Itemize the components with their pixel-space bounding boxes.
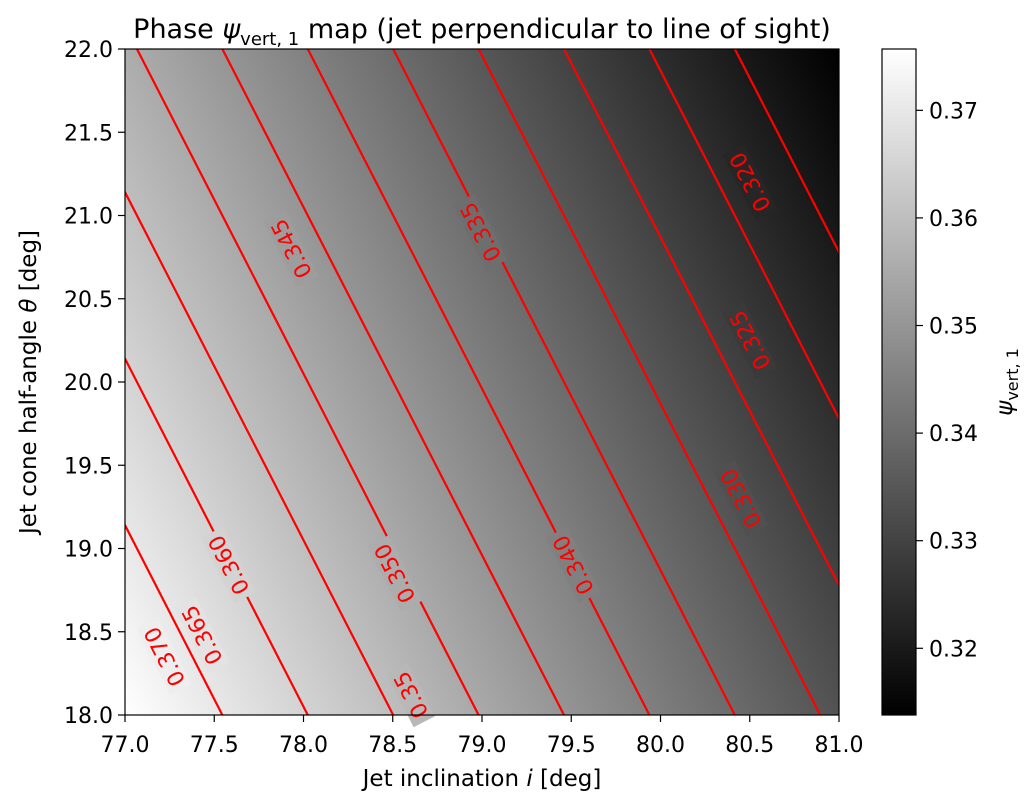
contour-label-gap [452,193,508,271]
x-tick-label: 80.5 [725,733,774,758]
contour-line [477,49,822,715]
y-axis-ticks: 18.0 18.5 19.0 19.5 20.0 20.5 21.0 21.5 22.0 [64,38,125,729]
colorbar-tick-label: 0.36 [929,207,978,232]
contour-label-gap [545,526,601,604]
y-tick-label: 19.0 [64,538,113,563]
x-tick-label: 78.0 [279,733,328,758]
colorbar-tick-label: 0.37 [929,99,978,124]
contour-line [648,49,839,422]
y-tick-label: 20.5 [64,288,113,313]
y-tick-label: 21.0 [64,205,113,230]
y-tick-label: 18.0 [64,704,113,729]
contour-label-gap [367,535,422,612]
x-tick-label: 79.5 [547,733,596,758]
contour-label-gap [263,210,319,287]
x-tick-label: 77.5 [190,733,239,758]
colorbar-label: ψvert, 1 [992,348,1022,416]
contour-label-gap [174,596,230,674]
contour-line [125,522,224,715]
contour-line [125,356,310,715]
colorbar-tick-label: 0.32 [929,637,978,662]
contour-label-gap [201,526,256,604]
contour-label-gap [136,618,192,695]
contour-line [135,49,480,715]
y-tick-label: 19.5 [64,454,113,479]
contour-line [391,49,737,715]
contour-line [733,49,839,255]
contour-label-gap [722,302,778,379]
y-tick-label: 21.5 [64,121,113,146]
contour-line [125,189,395,715]
y-axis-label: Jet cone half-angle θ [deg] [16,230,42,536]
chart-title: Phase ψvert, 1 map (jet perpendicular to… [133,14,831,50]
contour-line [306,49,651,715]
x-axis-ticks: 77.0 77.5 78.0 78.5 79.0 79.5 80.0 80.5 81.0 [101,715,864,758]
x-tick-label: 80.0 [636,733,685,758]
contour-line [562,49,839,588]
x-tick-label: 78.5 [368,733,417,758]
contour-label-gap [713,460,769,537]
y-tick-label: 20.0 [64,371,113,396]
y-tick-label: 18.5 [64,621,113,646]
y-tick-label: 22.0 [64,38,113,63]
contour-label-gap [722,144,778,221]
contour-line [221,49,566,715]
colorbar-tick-label: 0.35 [929,315,978,340]
x-tick-label: 81.0 [815,733,864,758]
heatmap-image [125,49,839,715]
colorbar [881,48,917,716]
colorbar-tick-label: 0.34 [929,422,978,447]
colorbar-tick-label: 0.33 [929,530,978,555]
x-tick-label: 77.0 [101,733,150,758]
contour-label-gap [386,662,435,728]
colorbar-ticks: 0.32 0.33 0.34 0.35 0.36 0.37 [916,99,978,662]
x-tick-label: 79.0 [458,733,507,758]
x-axis-label: Jet inclination i [deg] [361,766,602,792]
